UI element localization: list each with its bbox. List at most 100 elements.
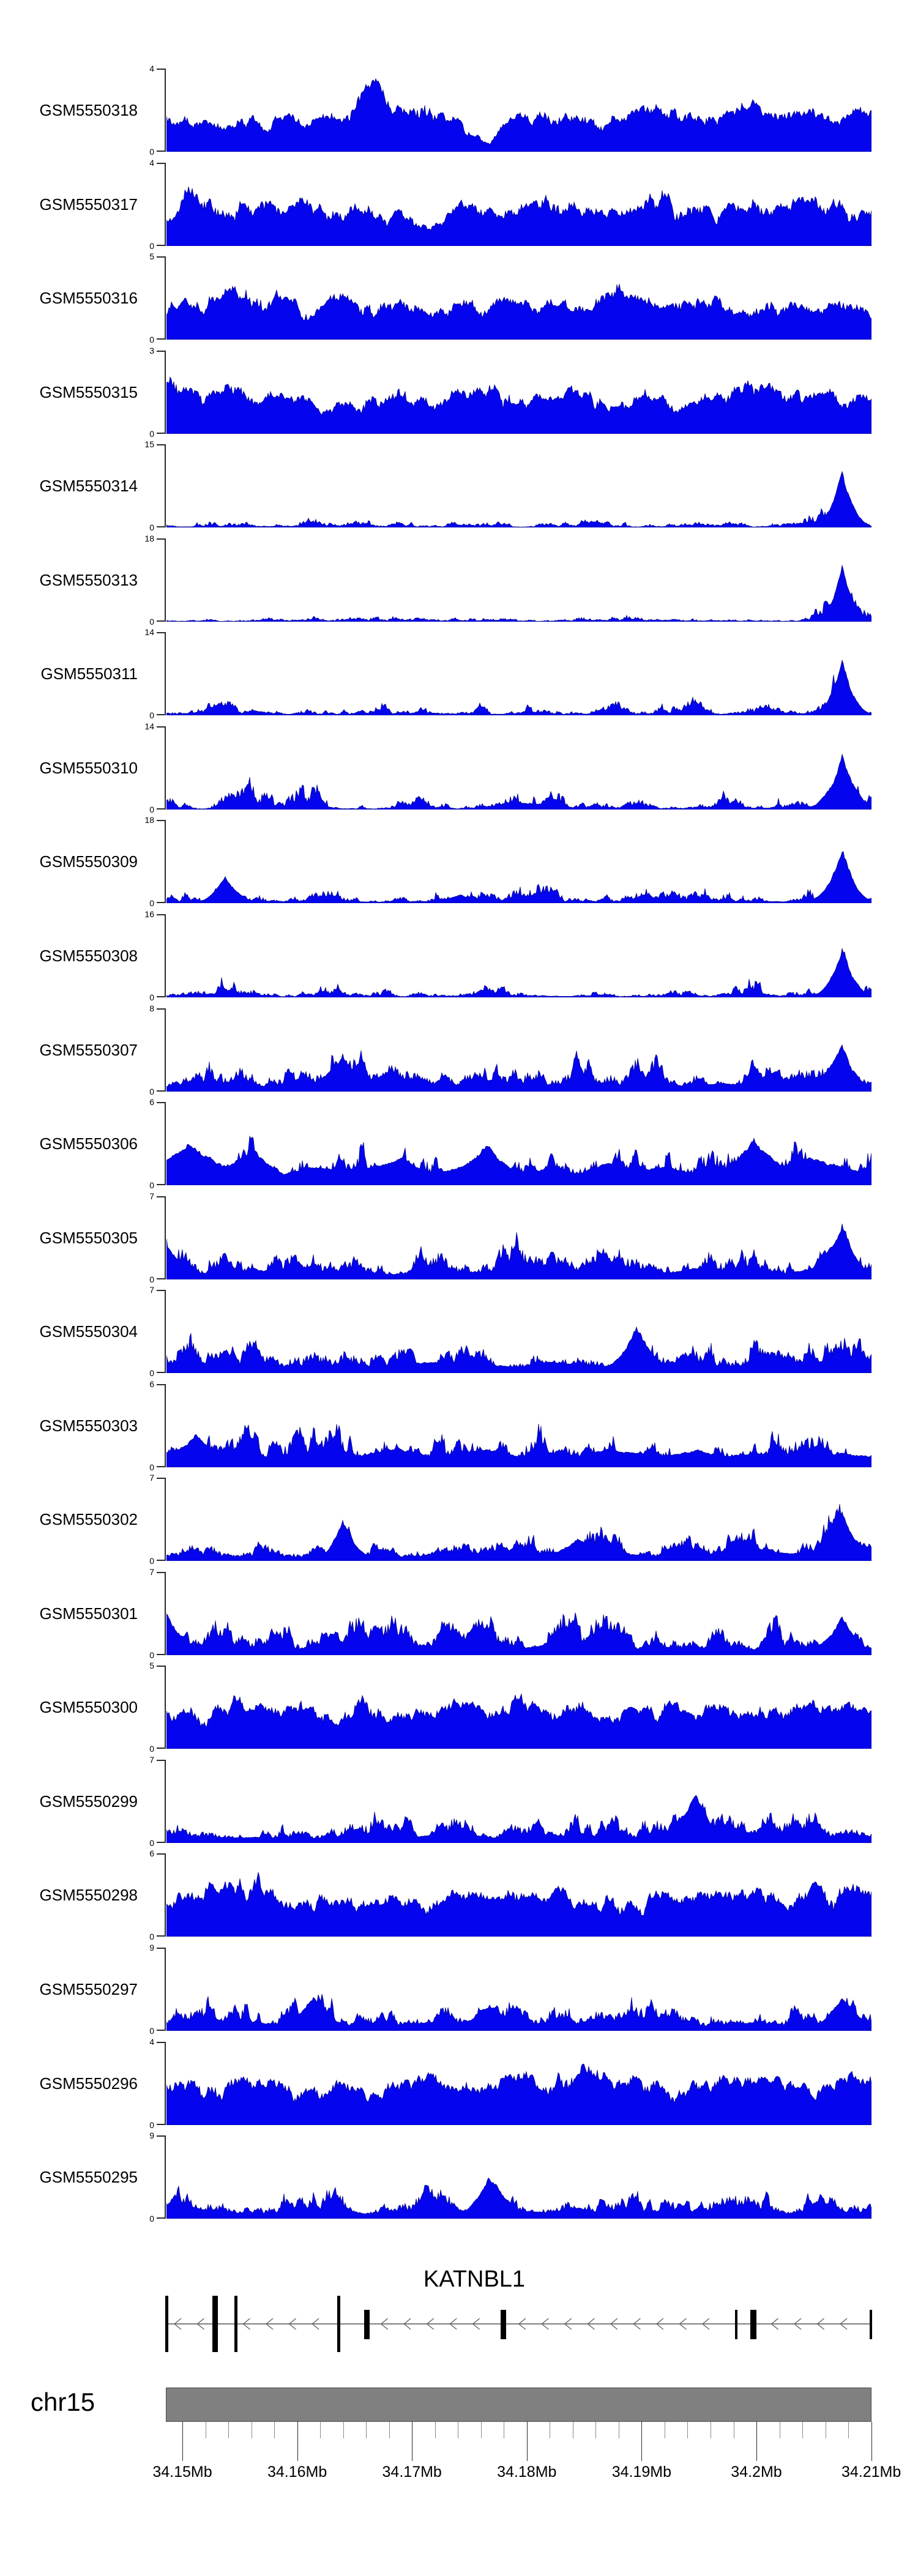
track-label: GSM5550308	[39, 946, 138, 965]
coverage-area	[166, 1693, 871, 1749]
axis-tick-label: 34.19Mb	[611, 2463, 672, 2481]
y-axis-tick	[157, 1184, 165, 1186]
sample-track-row: GSM5550305 7 0	[0, 1191, 918, 1284]
sample-track-row: GSM5550316 5 0	[0, 251, 918, 344]
track-label: GSM5550316	[39, 289, 138, 308]
sample-track-row: GSM5550309 18 0	[0, 815, 918, 908]
coverage-area	[166, 2177, 871, 2219]
coverage-area-plot	[166, 1423, 871, 1467]
strand-arrow-icon	[793, 2318, 802, 2330]
coverage-area-plot	[166, 753, 871, 810]
y-axis-max-label: 9	[149, 1943, 154, 1952]
y-axis-max-label: 7	[149, 1285, 154, 1295]
y-axis-tick	[157, 69, 165, 70]
y-axis-tick	[157, 444, 165, 446]
y-axis-max-label: 15	[144, 439, 154, 450]
y-axis-tick	[157, 338, 165, 340]
sample-track-row: GSM5550318 4 0	[0, 64, 918, 157]
coverage-area	[166, 1872, 871, 1937]
sample-track-row: GSM5550306 6 0	[0, 1097, 918, 1190]
axis-tick-label: 34.18Mb	[497, 2463, 557, 2481]
coverage-area	[166, 753, 871, 810]
coverage-area-plot	[166, 1693, 871, 1749]
y-axis-max-label: 6	[149, 1379, 154, 1389]
y-axis-tick	[157, 151, 165, 152]
axis-minor-tick	[687, 2422, 688, 2438]
y-axis-tick	[157, 1278, 165, 1279]
y-axis-tick	[157, 1666, 165, 1667]
track-label: GSM5550309	[39, 852, 138, 871]
track-label: GSM5550297	[39, 1980, 138, 1998]
y-axis-max-label: 5	[149, 251, 154, 262]
y-axis-tick	[157, 1383, 165, 1385]
strand-arrow-icon	[701, 2318, 710, 2330]
coverage-area	[166, 851, 871, 904]
coverage-area-plot	[166, 1044, 871, 1092]
strand-arrow-icon	[449, 2318, 457, 2330]
y-axis-line	[165, 256, 166, 340]
y-axis-tick	[157, 914, 165, 915]
axis-minor-tick	[320, 2422, 321, 2438]
y-axis-line	[165, 444, 166, 528]
strand-arrow-icon	[312, 2318, 319, 2330]
y-axis-line	[165, 1759, 166, 1843]
track-label: GSM5550306	[39, 1134, 138, 1153]
y-axis-tick	[157, 526, 165, 528]
y-axis-max-label: 4	[149, 157, 154, 168]
coverage-area	[166, 2063, 871, 2125]
y-axis-zero-label: 0	[149, 1180, 154, 1191]
y-axis-tick	[157, 1560, 165, 1562]
coverage-area	[166, 1044, 871, 1092]
y-axis-max-label: 7	[149, 1754, 154, 1765]
y-axis-max-label: 4	[149, 2036, 154, 2047]
y-axis-tick	[157, 902, 165, 904]
coverage-area-plot	[166, 376, 871, 434]
strand-arrow-icon	[679, 2318, 687, 2330]
coverage-area	[166, 1612, 871, 1655]
strand-arrow-icon	[242, 2318, 251, 2330]
track-label: GSM5550313	[39, 570, 138, 589]
track-label: GSM5550304	[39, 1322, 138, 1341]
strand-arrow-icon	[610, 2318, 618, 2330]
track-label: GSM5550296	[39, 2074, 138, 2093]
y-axis-max-label: 16	[144, 909, 154, 919]
y-axis-line	[165, 632, 166, 716]
track-label: GSM5550299	[39, 1792, 138, 1811]
coverage-area-plot	[166, 1223, 871, 1279]
track-label: GSM5550317	[39, 195, 138, 214]
strand-arrow-icon	[541, 2318, 549, 2330]
coverage-area	[166, 376, 871, 434]
y-axis-zero-label: 0	[149, 898, 154, 909]
y-axis-tick	[157, 1748, 165, 1749]
y-axis-max-label: 4	[149, 64, 154, 73]
y-axis-tick	[157, 2135, 165, 2137]
strand-arrow-icon	[518, 2318, 526, 2330]
sample-track-row: GSM5550300 5 0	[0, 1661, 918, 1754]
axis-minor-tick	[228, 2422, 229, 2438]
track-label: GSM5550311	[40, 664, 138, 683]
coverage-area-plot	[166, 1504, 871, 1562]
y-axis-tick	[157, 1759, 165, 1761]
exon	[165, 2296, 168, 2352]
y-axis-max-label: 3	[149, 345, 154, 356]
y-axis-tick	[157, 2123, 165, 2125]
y-axis-max-label: 7	[149, 1473, 154, 1483]
y-axis-zero-label: 0	[149, 1650, 154, 1660]
chromosome-label: chr15	[31, 2388, 95, 2416]
coverage-area-plot	[166, 186, 871, 246]
y-axis-max-label: 6	[149, 1848, 154, 1859]
sample-track-row: GSM5550296 4 0	[0, 2037, 918, 2130]
y-axis-max-label: 8	[149, 1003, 154, 1013]
y-axis-max-label: 7	[149, 1566, 154, 1577]
axis-major-tick	[641, 2422, 643, 2461]
y-axis-line	[165, 2041, 166, 2125]
y-axis-line	[165, 1948, 166, 2031]
y-axis-zero-label: 0	[149, 1837, 154, 1848]
y-axis-zero-label: 0	[149, 428, 154, 439]
sample-track-row: GSM5550298 6 0	[0, 1848, 918, 1941]
y-axis-zero-label: 0	[149, 523, 154, 533]
axis-minor-tick	[595, 2422, 597, 2438]
y-axis-zero-label: 0	[149, 1556, 154, 1566]
axis-minor-tick	[435, 2422, 436, 2438]
y-axis-line	[165, 726, 166, 810]
